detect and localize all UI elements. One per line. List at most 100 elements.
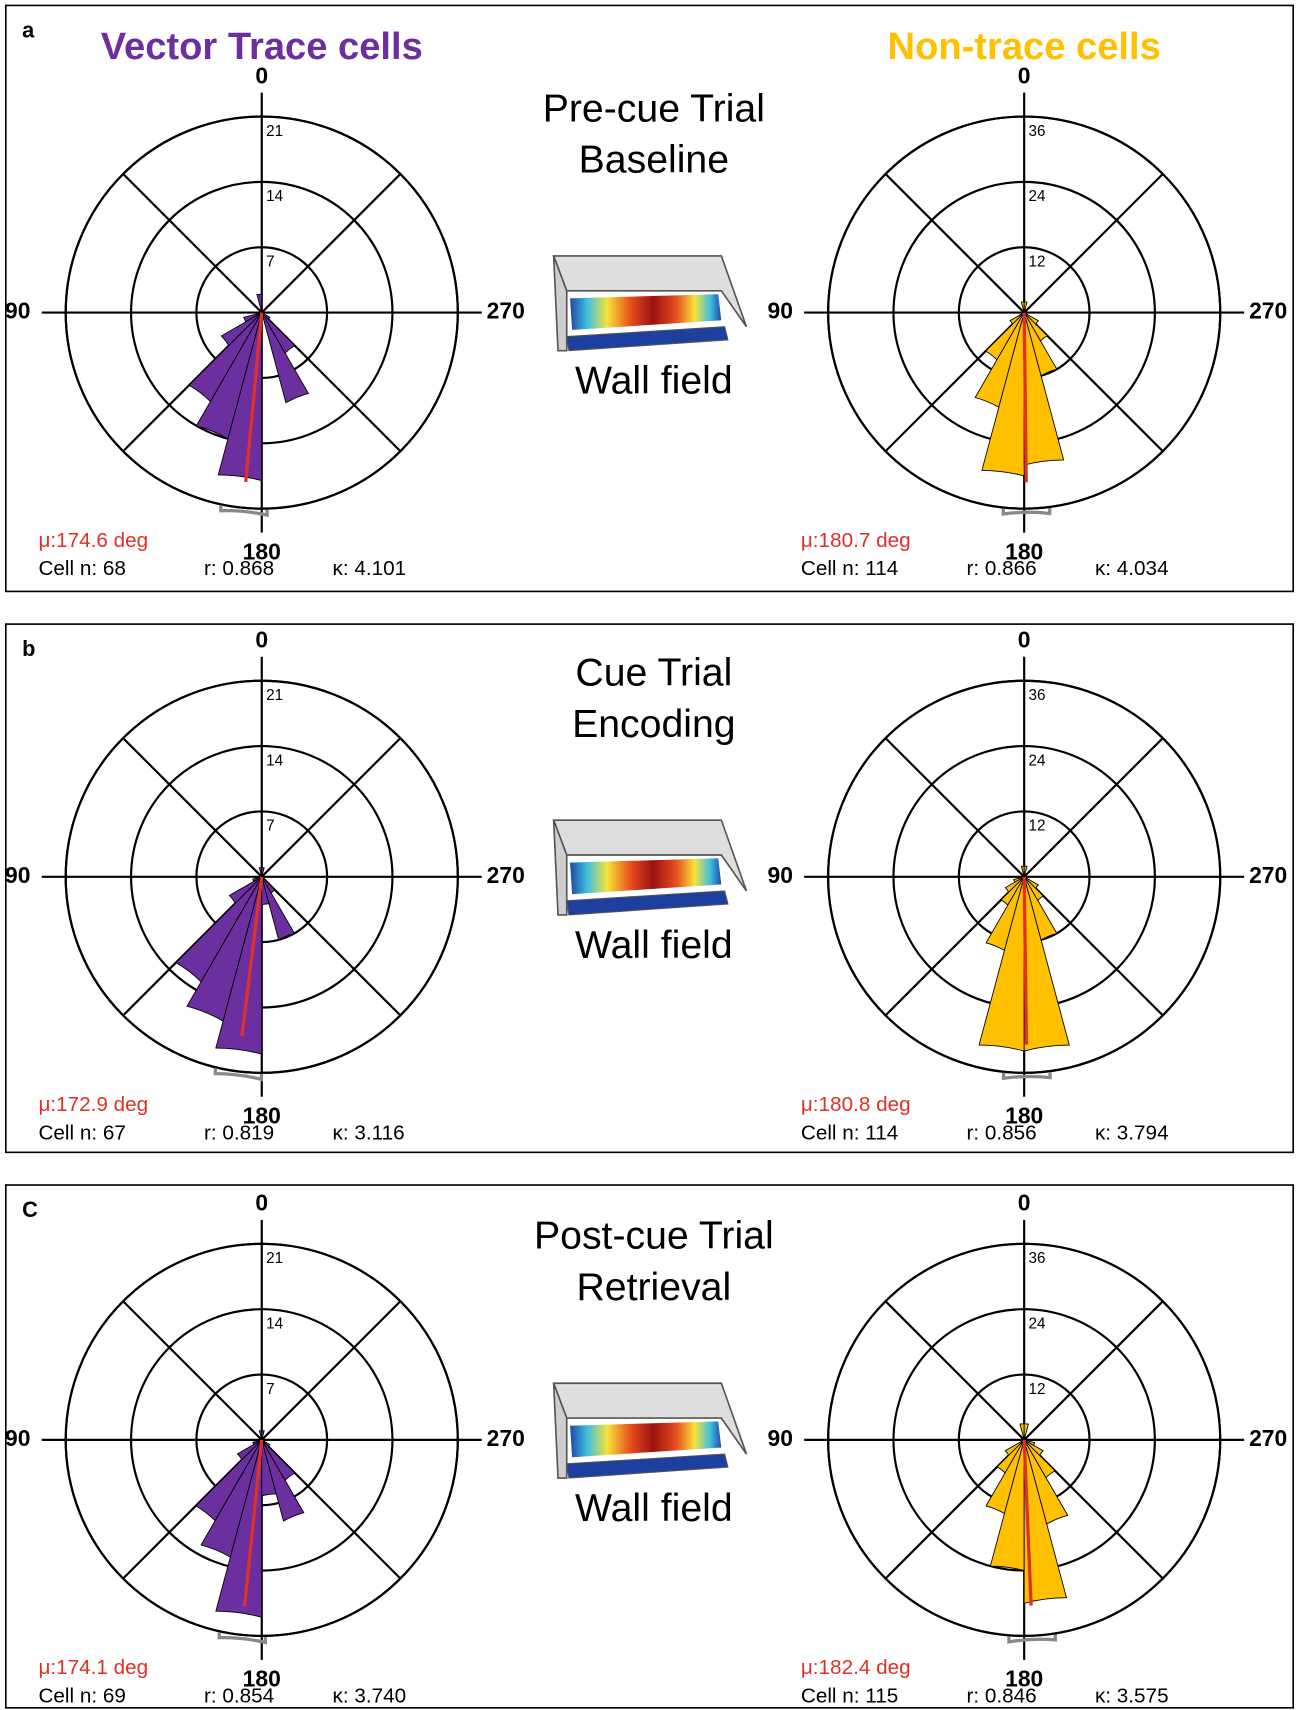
- ci-arc: [219, 505, 269, 518]
- rose-wedge: [1023, 1439, 1044, 1456]
- rose-wedge: [1023, 1439, 1069, 1525]
- rose-wedge: [261, 876, 296, 941]
- spoke: [1023, 173, 1164, 314]
- radial-tick-label: 36: [1029, 1250, 1046, 1267]
- panel-title: Baseline: [579, 139, 729, 182]
- angle-tick-label: 270: [1249, 1425, 1287, 1451]
- kappa-label: κ: 3.740: [333, 1684, 407, 1707]
- spoke: [260, 1300, 402, 1441]
- angle-tick-label: 0: [255, 1190, 268, 1216]
- spoke: [260, 737, 402, 878]
- angle-tick-label: 270: [487, 298, 525, 324]
- rose-wedge: [1023, 876, 1058, 941]
- rose-wedge: [1023, 876, 1040, 890]
- rose-wedge: [261, 1439, 271, 1448]
- rose-wedge: [215, 1439, 263, 1618]
- r-label: r: 0.846: [966, 1684, 1036, 1707]
- panel-title: Cue Trial: [575, 652, 732, 695]
- mean-vector: [240, 876, 264, 1037]
- rose-wedge: [215, 876, 263, 1055]
- kappa-label: κ: 3.575: [1095, 1684, 1169, 1707]
- rose-wedge: [1023, 876, 1045, 902]
- radial-tick-label: 21: [266, 1250, 283, 1267]
- column-title: Vector Trace cells: [101, 25, 423, 68]
- spoke: [122, 737, 263, 878]
- arena-side: [552, 255, 568, 352]
- radial-tick-label: 21: [266, 123, 283, 140]
- mean-label: μ:174.1 deg: [38, 1656, 148, 1679]
- rose-wedge: [1023, 312, 1048, 342]
- ci-arc: [217, 1632, 268, 1645]
- kappa-label: κ: 3.794: [1095, 1121, 1169, 1144]
- rose-wedge: [1023, 1439, 1036, 1446]
- arena-floor-edge: [566, 326, 729, 352]
- panel-label: a: [22, 17, 35, 42]
- arena-heatmap: [567, 856, 724, 897]
- angle-tick-label: 180: [1005, 1666, 1043, 1692]
- rose-wedge: [1023, 1422, 1029, 1440]
- spoke: [884, 1300, 1025, 1441]
- arena-side: [552, 819, 568, 916]
- radial-tick-label: 24: [1029, 752, 1046, 769]
- mean-vector: [1022, 312, 1028, 483]
- spoke: [260, 876, 402, 1017]
- mean-label: μ:180.7 deg: [801, 529, 911, 552]
- rose-wedge: [1023, 301, 1028, 313]
- radial-tick-label: 14: [266, 752, 283, 769]
- spoke: [122, 1300, 263, 1441]
- angle-tick-label: 0: [255, 627, 268, 653]
- panel-label: C: [22, 1197, 38, 1222]
- mean-label: μ:180.8 deg: [801, 1093, 911, 1116]
- cell-count-label: Cell n: 115: [801, 1684, 898, 1707]
- rose-wedge: [981, 312, 1025, 477]
- angle-tick-label: 180: [1005, 1103, 1043, 1129]
- angle-tick-label: 90: [767, 862, 792, 888]
- panel-title: Post-cue Trial: [534, 1215, 774, 1258]
- rose-wedge: [1023, 312, 1058, 377]
- angle-tick-label: 90: [767, 1425, 792, 1451]
- spoke: [1023, 876, 1164, 1017]
- angle-tick-label: 270: [487, 862, 525, 888]
- rose-wedge: [261, 1429, 265, 1440]
- ci-arc: [1001, 508, 1052, 516]
- cell-count-label: Cell n: 114: [801, 1121, 898, 1144]
- arena-heatmap: [567, 1419, 724, 1460]
- kappa-label: κ: 3.116: [333, 1121, 405, 1144]
- spoke: [884, 173, 1025, 314]
- radial-tick-label: 36: [1029, 123, 1046, 140]
- radial-tick-label: 7: [266, 254, 274, 271]
- rose-wedge: [261, 312, 296, 354]
- angle-tick-label: 0: [1018, 627, 1031, 653]
- r-label: r: 0.866: [966, 557, 1036, 580]
- angle-tick-label: 0: [1018, 1190, 1031, 1216]
- panel-title: Encoding: [572, 703, 735, 746]
- angle-tick-label: 0: [1018, 62, 1031, 88]
- panel-frame: [4, 4, 1295, 593]
- arena-side: [552, 1382, 568, 1479]
- rose-wedge: [261, 876, 276, 894]
- rose-wedge: [978, 876, 1025, 1052]
- arena-floor-edge: [566, 1453, 729, 1479]
- angle-tick-label: 90: [767, 298, 792, 324]
- angle-tick-label: 180: [243, 538, 281, 564]
- angle-tick-label: 90: [5, 1425, 30, 1451]
- panel-frame: [4, 1184, 1295, 1709]
- cell-count-label: Cell n: 67: [38, 1121, 125, 1144]
- mean-vector: [1022, 876, 1029, 1045]
- cell-count-label: Cell n: 68: [38, 557, 125, 580]
- radial-tick-label: 36: [1029, 687, 1046, 704]
- kappa-label: κ: 4.101: [333, 557, 407, 580]
- r-label: r: 0.854: [204, 1684, 274, 1707]
- radial-tick-label: 12: [1029, 1381, 1046, 1398]
- kappa-label: κ: 4.034: [1095, 557, 1169, 580]
- arena-heatmap: [567, 291, 724, 333]
- arena-floor-edge: [566, 890, 729, 916]
- mean-label: μ:172.9 deg: [38, 1093, 148, 1116]
- rose-wedge: [1023, 1439, 1056, 1479]
- rose-wedge: [1023, 865, 1028, 877]
- angle-tick-label: 180: [243, 1666, 281, 1692]
- rose-wedge: [1023, 312, 1040, 325]
- radial-tick-label: 21: [266, 687, 283, 704]
- spoke: [260, 173, 402, 314]
- angle-tick-label: 90: [5, 298, 30, 324]
